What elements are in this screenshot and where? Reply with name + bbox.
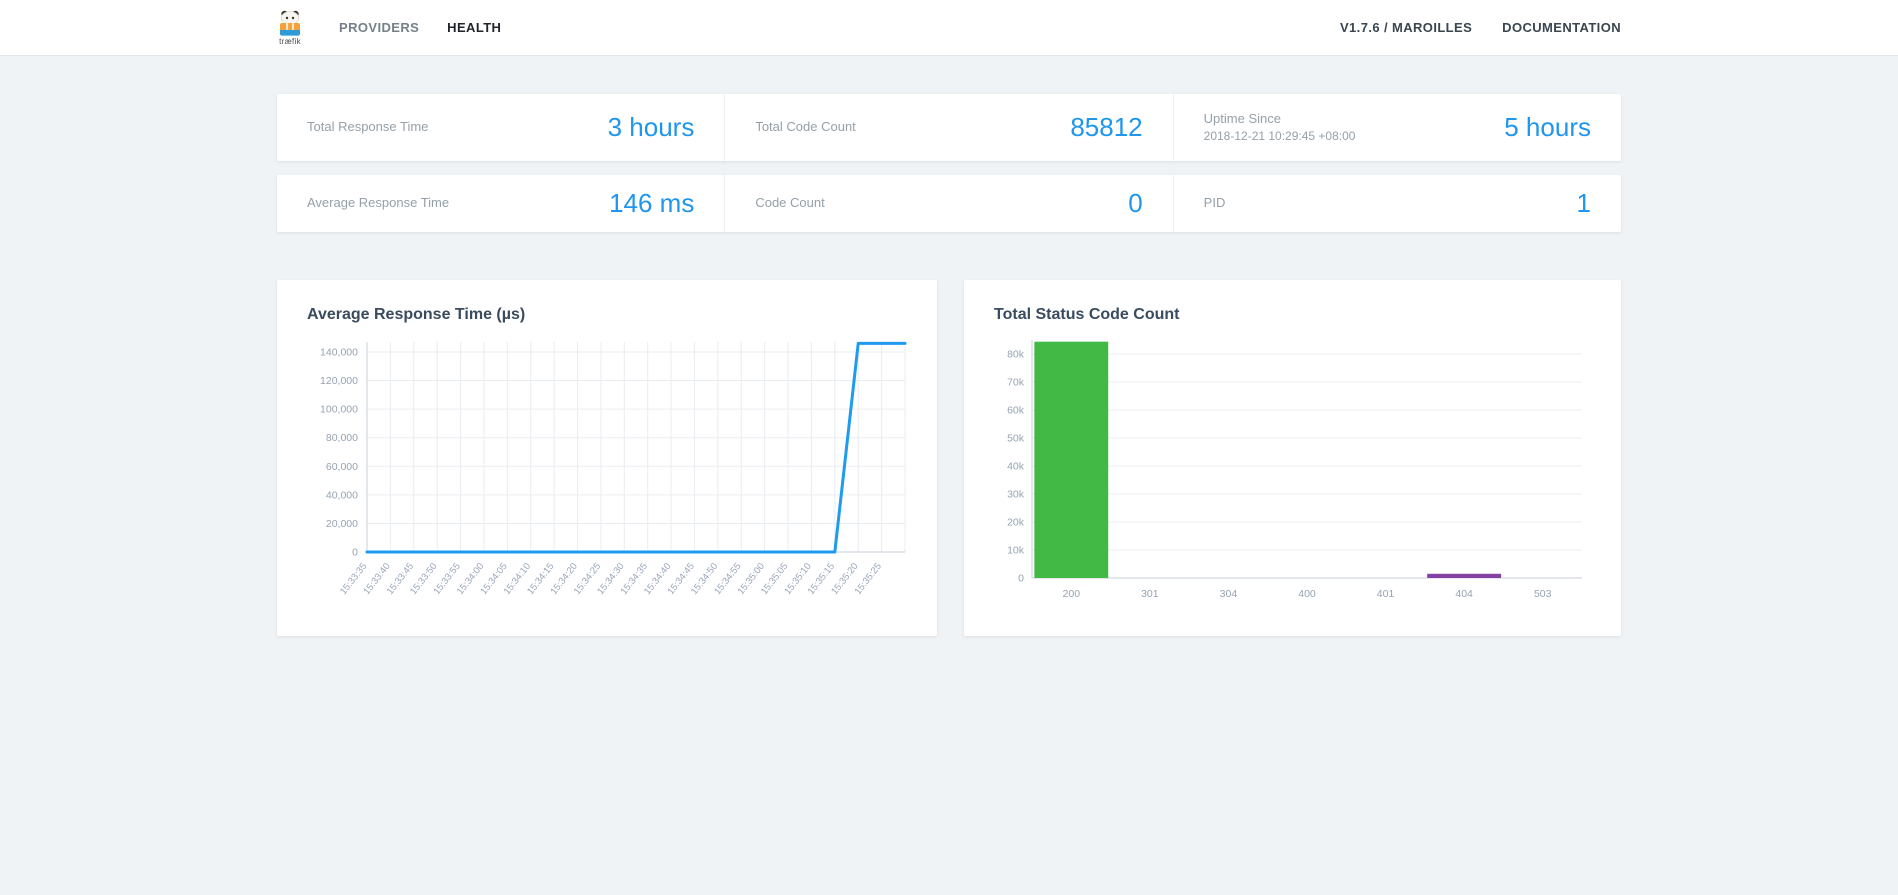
svg-text:80,000: 80,000: [326, 432, 358, 444]
svg-text:400: 400: [1298, 588, 1316, 600]
stat-label: Average Response Time: [307, 195, 450, 211]
stat-value: 1: [1576, 188, 1591, 218]
svg-text:404: 404: [1455, 588, 1473, 600]
stat-label: PID: [1203, 195, 1226, 211]
stat-value: 85812: [1070, 112, 1143, 142]
stat-label: Total Response Time: [307, 119, 429, 135]
svg-text:503: 503: [1534, 588, 1552, 600]
stat-total-code-count: Total Code Count 85812: [725, 94, 1174, 161]
uptime-label: Uptime Since: [1203, 111, 1281, 127]
svg-text:60k: 60k: [1007, 405, 1025, 417]
stat-value: 5 hours: [1504, 112, 1591, 142]
traefik-mascot-icon: [280, 10, 300, 36]
navbar: træfik PROVIDERS HEALTH V1.7.6 / MAROILL…: [0, 0, 1898, 56]
stat-label: Uptime Since 2018-12-21 10:29:45 +08:00: [1204, 111, 1356, 144]
stat-value: 3 hours: [607, 112, 695, 142]
chart-title: Total Status Code Count: [994, 306, 1180, 323]
svg-text:301: 301: [1141, 588, 1159, 600]
svg-text:80k: 80k: [1007, 349, 1025, 361]
stat-value: 0: [1128, 188, 1143, 218]
svg-text:140,000: 140,000: [320, 347, 358, 359]
stat-card-row-1: Total Response Time 3 hours Total Code C…: [277, 94, 1621, 161]
stat-card-row-2: Average Response Time 146 ms Code Count …: [277, 175, 1621, 232]
svg-text:20k: 20k: [1007, 517, 1025, 529]
svg-text:120,000: 120,000: [320, 375, 358, 387]
svg-text:304: 304: [1220, 588, 1238, 600]
chart-card-status-code-count: Total Status Code Count 0 10k 20k 30k 40k 50k…: [964, 280, 1621, 636]
main-content: Total Response Time 3 hours Total Code C…: [277, 94, 1621, 636]
stat-total-response-time: Total Response Time 3 hours: [277, 94, 726, 161]
stat-uptime-since: Uptime Since 2018-12-21 10:29:45 +08:00 …: [1174, 94, 1621, 161]
chart-card-avg-response-time: Average Response Time (µs) 0 20,000 40,000…: [277, 280, 937, 636]
svg-text:40k: 40k: [1007, 461, 1025, 473]
svg-text:200: 200: [1063, 588, 1081, 600]
stat-average-response-time: Average Response Time 146 ms: [277, 175, 726, 232]
svg-text:10k: 10k: [1007, 545, 1025, 557]
nav-item-health[interactable]: HEALTH: [447, 20, 502, 35]
svg-text:20,000: 20,000: [326, 518, 358, 530]
svg-text:30k: 30k: [1007, 489, 1025, 501]
svg-text:40,000: 40,000: [326, 489, 358, 501]
svg-text:70k: 70k: [1007, 377, 1025, 389]
chart-title: Average Response Time (µs): [307, 306, 526, 323]
line-chart-avg-response-time: 0 20,000 40,000 60,000 80,000 100,000 120,000 1…: [320, 341, 907, 597]
traefik-logo[interactable]: træfik: [277, 10, 303, 46]
charts-row: Average Response Time (µs) 0 20,000 40,000…: [277, 280, 1621, 636]
svg-text:60,000: 60,000: [326, 461, 358, 473]
svg-text:100,000: 100,000: [320, 404, 358, 416]
version-label[interactable]: V1.7.6 / MAROILLES: [1339, 20, 1473, 35]
svg-text:0: 0: [1018, 573, 1024, 585]
svg-text:50k: 50k: [1007, 433, 1025, 445]
nav-item-documentation[interactable]: DOCUMENTATION: [1502, 20, 1621, 35]
logo-wordmark: træfik: [279, 36, 301, 46]
stat-label: Total Code Count: [755, 119, 856, 135]
stat-value: 146 ms: [609, 188, 695, 218]
uptime-timestamp: 2018-12-21 10:29:45 +08:00: [1203, 128, 1356, 143]
stat-code-count: Code Count 0: [725, 175, 1174, 232]
nav-item-providers[interactable]: PROVIDERS: [339, 20, 420, 35]
stat-pid: PID 1: [1174, 175, 1621, 232]
stat-label: Code Count: [755, 195, 825, 211]
svg-text:401: 401: [1377, 588, 1395, 600]
bar-chart-status-code-count: 0 10k 20k 30k 40k 50k 60k 70k 80k 200 301 304 400 401…: [1007, 340, 1582, 600]
svg-text:0: 0: [352, 547, 358, 559]
